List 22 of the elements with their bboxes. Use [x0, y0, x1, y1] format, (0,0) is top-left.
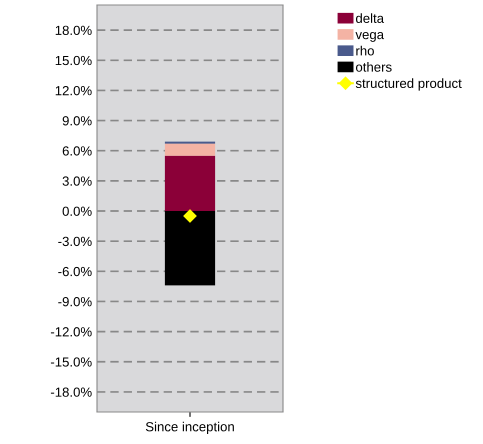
- legend-label: rho: [356, 46, 374, 56]
- y-tick-label: -15.0%: [50, 357, 92, 367]
- y-tick-label: 18.0%: [56, 26, 92, 36]
- y-tick-label: 3.0%: [62, 176, 92, 186]
- legend-label: structured product: [356, 78, 462, 91]
- y-tick-label: 9.0%: [62, 116, 92, 126]
- x-tick-label: Since inception: [146, 422, 234, 434]
- bar: [164, 144, 216, 156]
- bar: [164, 211, 216, 286]
- y-tick-label: -9.0%: [58, 297, 92, 306]
- legend-label: delta: [356, 13, 384, 23]
- y-tick-label: -3.0%: [58, 236, 92, 246]
- bar: [164, 156, 216, 212]
- legend-label: vega: [355, 32, 384, 42]
- y-tick-label: -6.0%: [58, 266, 92, 276]
- y-tick-label: -12.0%: [50, 327, 92, 337]
- y-tick-label: 0.0%: [62, 206, 92, 216]
- legend-label: others: [356, 62, 392, 72]
- y-tick-label: 6.0%: [62, 146, 92, 156]
- y-tick-label: -18.0%: [50, 387, 92, 397]
- y-tick-label: 15.0%: [56, 56, 92, 66]
- y-tick-label: 12.0%: [56, 86, 92, 96]
